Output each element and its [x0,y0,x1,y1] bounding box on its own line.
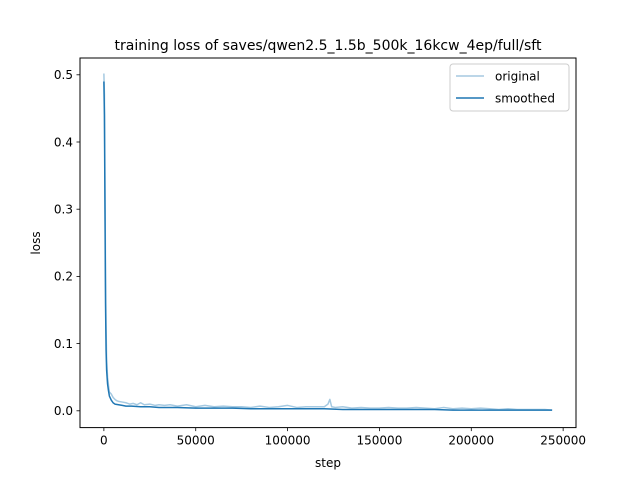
legend-box [449,63,570,112]
plot-frame [79,57,577,429]
y-axis-label: loss [29,231,43,254]
legend-label-smoothed: smoothed [495,92,555,106]
x-tick-label: 250000 [540,434,586,448]
y-tick-label: 0.3 [54,203,73,217]
y-tick-label: 0.4 [54,135,73,149]
x-axis-label: step [315,456,341,470]
y-tick-label: 0.1 [54,337,73,351]
series-line-smoothed [103,81,553,411]
x-tick-label: 200000 [448,434,494,448]
y-tick-label: 0.2 [54,270,73,284]
x-tick-label: 100000 [265,434,311,448]
y-tick-label: 0.0 [54,404,73,418]
series-line-original [103,73,553,411]
legend-label-original: original [495,70,540,84]
legend: original smoothed [449,63,570,112]
y-tick-label: 0.5 [54,68,73,82]
x-tick-label: 50000 [177,434,215,448]
x-tick-label: 0 [100,434,108,448]
x-tick-label: 150000 [357,434,403,448]
y-ticks: 0.0 0.1 0.2 0.3 0.4 0.5 [54,68,80,418]
x-ticks: 0 50000 100000 150000 200000 250000 [100,427,586,448]
chart-title: training loss of saves/qwen2.5_1.5b_500k… [115,38,542,54]
series-layer [103,73,553,411]
